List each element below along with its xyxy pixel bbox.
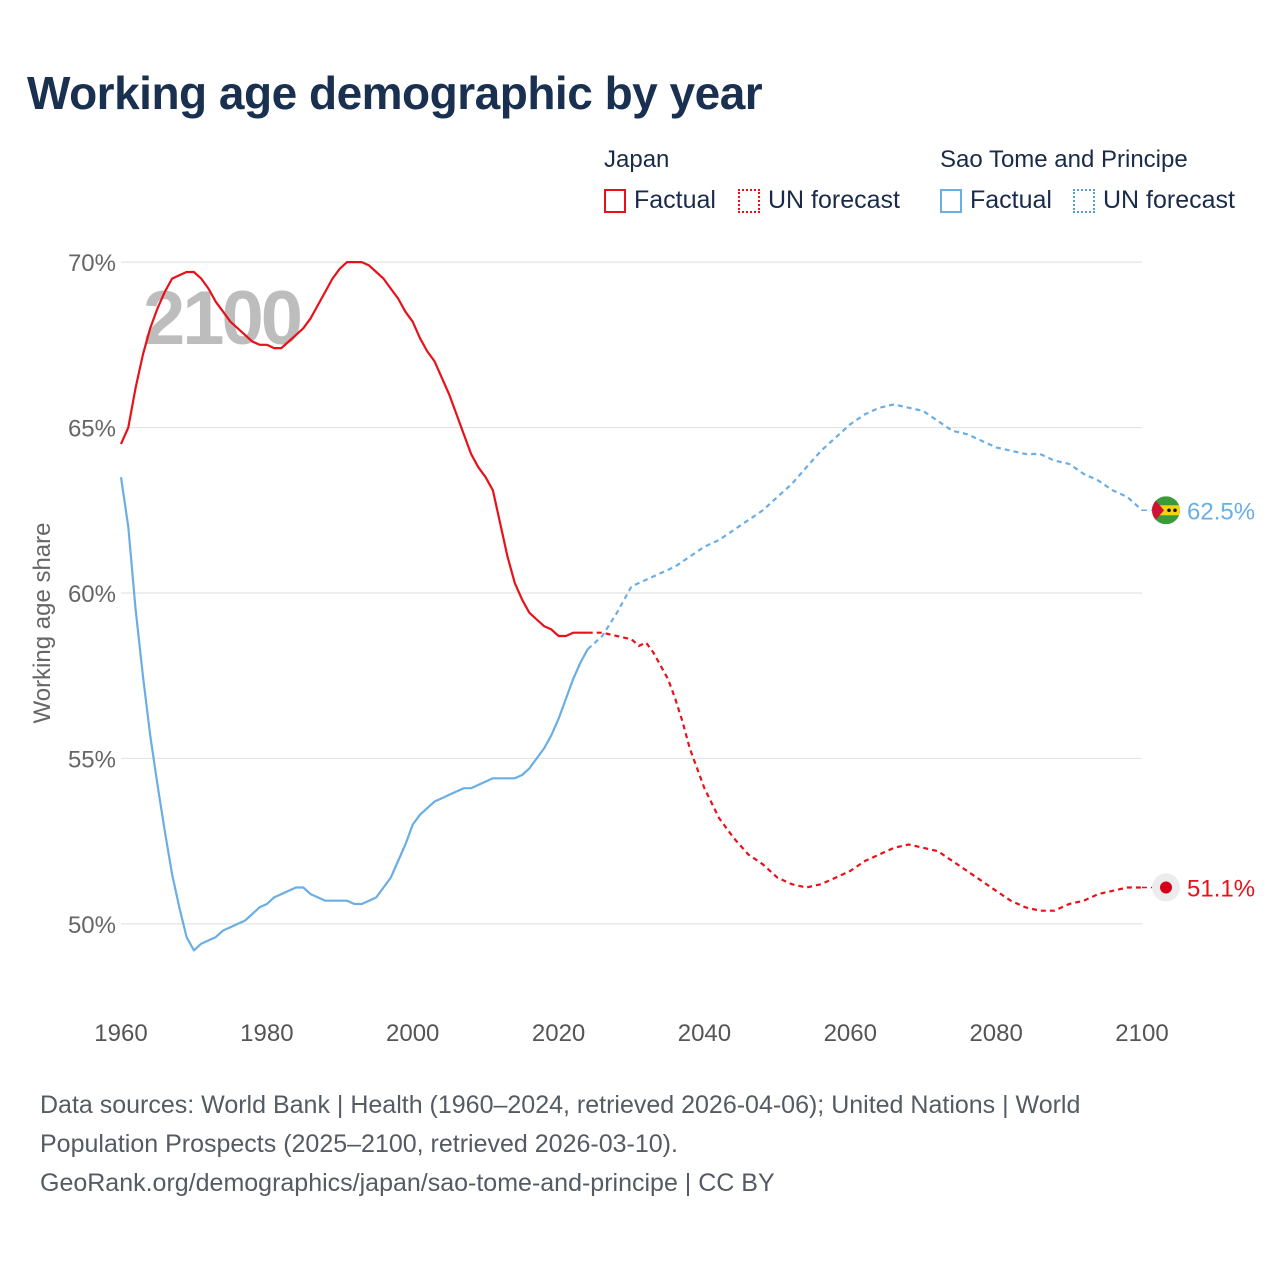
x-tick-label: 2060 bbox=[824, 1020, 877, 1047]
sao-tome-end-value-label: 62.5% bbox=[1187, 498, 1255, 525]
legend-label: UN forecast bbox=[768, 186, 900, 214]
year-watermark: 2100 bbox=[143, 276, 301, 361]
legend-swatch-solid-icon bbox=[940, 188, 962, 213]
legend-swatch-dotted-icon bbox=[738, 188, 760, 213]
series-end-markers: 51.1% 62.5% bbox=[1142, 496, 1255, 902]
legend-stp-title: Sao Tome and Principe bbox=[940, 146, 1188, 173]
x-tick-label: 2040 bbox=[678, 1020, 731, 1047]
y-tick-label: 70% bbox=[68, 250, 116, 277]
legend-label: Factual bbox=[634, 186, 716, 214]
legend-swatch-solid-icon bbox=[604, 188, 626, 213]
y-tick-label: 50% bbox=[68, 912, 116, 939]
y-tick-label: 65% bbox=[68, 416, 116, 443]
legend-label: UN forecast bbox=[1103, 186, 1235, 214]
japan-factual-line bbox=[119, 261, 588, 638]
sao-tome-factual-line bbox=[119, 477, 589, 952]
x-tick-label: 1960 bbox=[94, 1020, 147, 1047]
legend-japan-factual[interactable]: Factual bbox=[604, 186, 716, 215]
legend-label: Factual bbox=[970, 186, 1052, 214]
chart-title: Working age demographic by year bbox=[27, 67, 763, 119]
japan-flag-icon bbox=[1152, 873, 1180, 902]
x-tick-label: 2020 bbox=[532, 1020, 585, 1047]
source-line-1: Data sources: World Bank | Health (1960–… bbox=[40, 1091, 1081, 1158]
x-tick-label: 1980 bbox=[240, 1020, 293, 1047]
gridlines bbox=[121, 261, 1142, 925]
y-tick-label: 55% bbox=[68, 746, 116, 773]
series-lines bbox=[119, 261, 1143, 952]
legend-stp-forecast[interactable]: UN forecast bbox=[1073, 186, 1235, 215]
legend-japan-title: Japan bbox=[604, 146, 670, 173]
y-axis-label: Working age share bbox=[29, 523, 56, 724]
legend-swatch-dotted-icon bbox=[1073, 188, 1095, 213]
x-tick-label: 2100 bbox=[1115, 1020, 1168, 1047]
legend-japan-forecast[interactable]: UN forecast bbox=[738, 186, 900, 215]
x-tick-label: 2000 bbox=[386, 1020, 439, 1047]
data-source-note: Data sources: World Bank | Health (1960–… bbox=[40, 1086, 1200, 1203]
japan-end-value-label: 51.1% bbox=[1187, 875, 1255, 902]
sao-tome-forecast-line bbox=[586, 403, 1143, 651]
line-chart: 2100 50% 55% 60% 65% 70% 1960 1980 2000 2020 204… bbox=[29, 250, 1255, 1047]
y-tick-label: 60% bbox=[68, 581, 116, 608]
legend-stp-factual[interactable]: Factual bbox=[940, 186, 1052, 215]
x-axis-ticks: 1960 1980 2000 2020 2040 2060 2080 2100 bbox=[94, 1020, 1168, 1047]
x-tick-label: 2080 bbox=[969, 1020, 1022, 1047]
source-line-2: GeoRank.org/demographics/japan/sao-tome-… bbox=[40, 1169, 775, 1197]
y-axis-ticks: 50% 55% 60% 65% 70% bbox=[68, 250, 116, 939]
sao-tome-flag-icon bbox=[1152, 496, 1180, 525]
japan-forecast-line bbox=[587, 631, 1142, 912]
